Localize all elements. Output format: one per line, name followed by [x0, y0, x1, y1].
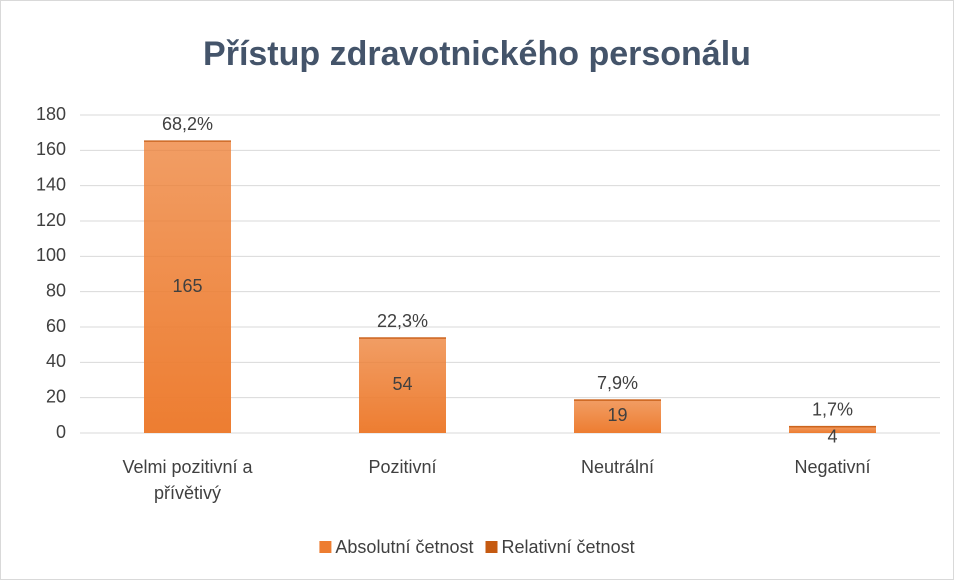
x-tick-label: Neutrální — [580, 457, 655, 477]
data-label: 54 — [392, 374, 412, 394]
data-label: 68,2% — [162, 114, 213, 134]
data-label: 7,9% — [597, 373, 638, 393]
bar — [144, 141, 231, 433]
bar — [789, 425, 876, 428]
data-label: 19 — [607, 405, 627, 425]
x-tick-label: Pozitivní — [368, 457, 437, 477]
legend-item: Absolutní četnost — [319, 537, 474, 557]
y-tick-label: 60 — [46, 316, 66, 336]
bar — [359, 337, 446, 339]
bar — [574, 399, 661, 433]
legend: Absolutní četnost Relativní četnost — [319, 537, 635, 557]
y-tick-label: 120 — [36, 210, 66, 230]
x-tick-label: Negativní — [794, 457, 871, 477]
bar — [359, 337, 446, 433]
x-tick-label: Velmi pozitivní a přívětivý — [122, 457, 253, 503]
data-label: 4 — [827, 427, 837, 447]
bar — [574, 399, 661, 401]
y-tick-label: 20 — [46, 386, 66, 406]
legend-label: Relativní četnost — [502, 537, 635, 557]
y-tick-label: 160 — [36, 139, 66, 159]
legend-item: Relativní četnost — [485, 537, 635, 557]
legend-label: Absolutní četnost — [335, 537, 473, 557]
bar — [789, 425, 876, 433]
y-tick-label: 40 — [46, 351, 66, 371]
y-tick-label: 180 — [36, 104, 66, 124]
data-label: 1,7% — [812, 400, 853, 420]
y-tick-label: 0 — [56, 422, 66, 442]
y-tick-label: 80 — [46, 280, 66, 300]
legend-swatch — [319, 541, 332, 553]
data-label: 22,3% — [377, 311, 428, 331]
chart-title: Přístup zdravotnického personálu — [203, 35, 751, 73]
y-tick-label: 100 — [36, 245, 66, 265]
data-label: 165 — [172, 276, 202, 296]
bar — [144, 140, 231, 142]
legend-swatch — [485, 541, 498, 553]
y-tick-label: 140 — [36, 174, 66, 194]
